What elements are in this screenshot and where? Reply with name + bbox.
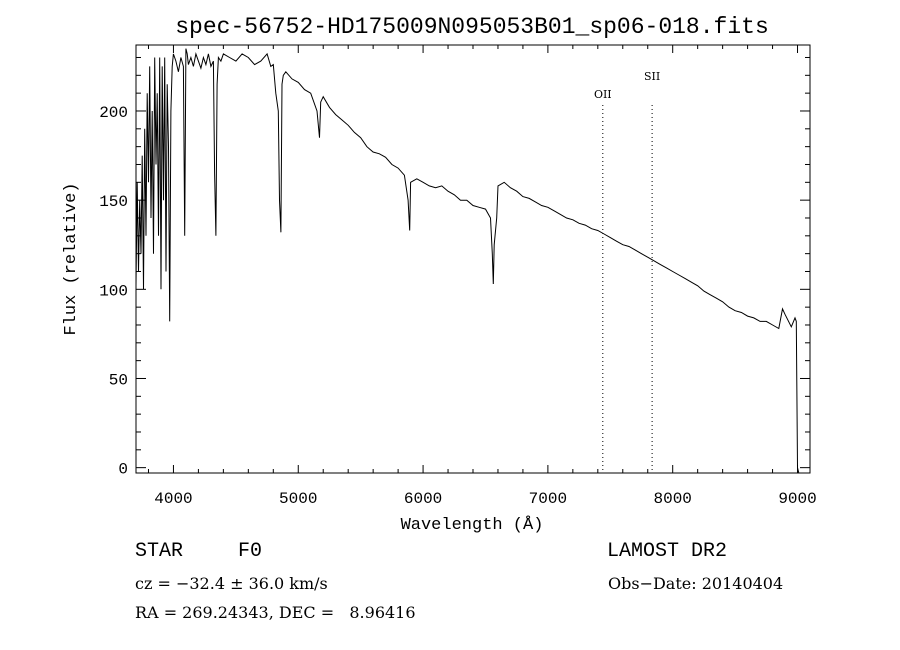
x-tick-label: 8000 bbox=[654, 490, 692, 508]
axis-ticks bbox=[136, 45, 810, 473]
y-tick-label: 100 bbox=[99, 282, 128, 300]
reference-line-label: OII bbox=[594, 88, 612, 101]
y-tick-label: 150 bbox=[99, 193, 128, 211]
survey-name: LAMOST DR2 bbox=[607, 540, 728, 563]
x-tick-label: 4000 bbox=[154, 490, 192, 508]
x-tick-label: 6000 bbox=[404, 490, 442, 508]
chart-title: spec-56752-HD175009N095053B01_sp06-018.f… bbox=[175, 14, 769, 40]
x-axis-label: Wavelength (Å) bbox=[401, 516, 544, 535]
observation-date: Obs−Date: 20140404 bbox=[608, 574, 784, 593]
y-tick-label: 50 bbox=[109, 371, 128, 389]
x-tick-label: 5000 bbox=[279, 490, 317, 508]
x-tick-label: 7000 bbox=[529, 490, 567, 508]
object-subclass: F0 bbox=[238, 540, 263, 563]
y-tick-label: 0 bbox=[118, 461, 128, 479]
spectrum-line bbox=[135, 48, 800, 474]
object-class: STAR bbox=[135, 540, 184, 563]
y-tick-label: 200 bbox=[99, 104, 128, 122]
redshift-velocity: cz = −32.4 ± 36.0 km/s bbox=[135, 574, 328, 593]
y-axis-label: Flux (relative) bbox=[62, 182, 81, 335]
axis-tick-labels: 4000 5000 6000 7000 8000 9000 0 50 100 150 200 bbox=[99, 104, 817, 508]
reference-lines: OII SII bbox=[594, 70, 660, 473]
coordinates: RA = 269.24343, DEC = 8.96416 bbox=[135, 603, 416, 622]
plot-frame bbox=[135, 44, 811, 474]
reference-line-label: SII bbox=[644, 70, 660, 83]
x-tick-label: 9000 bbox=[778, 490, 816, 508]
